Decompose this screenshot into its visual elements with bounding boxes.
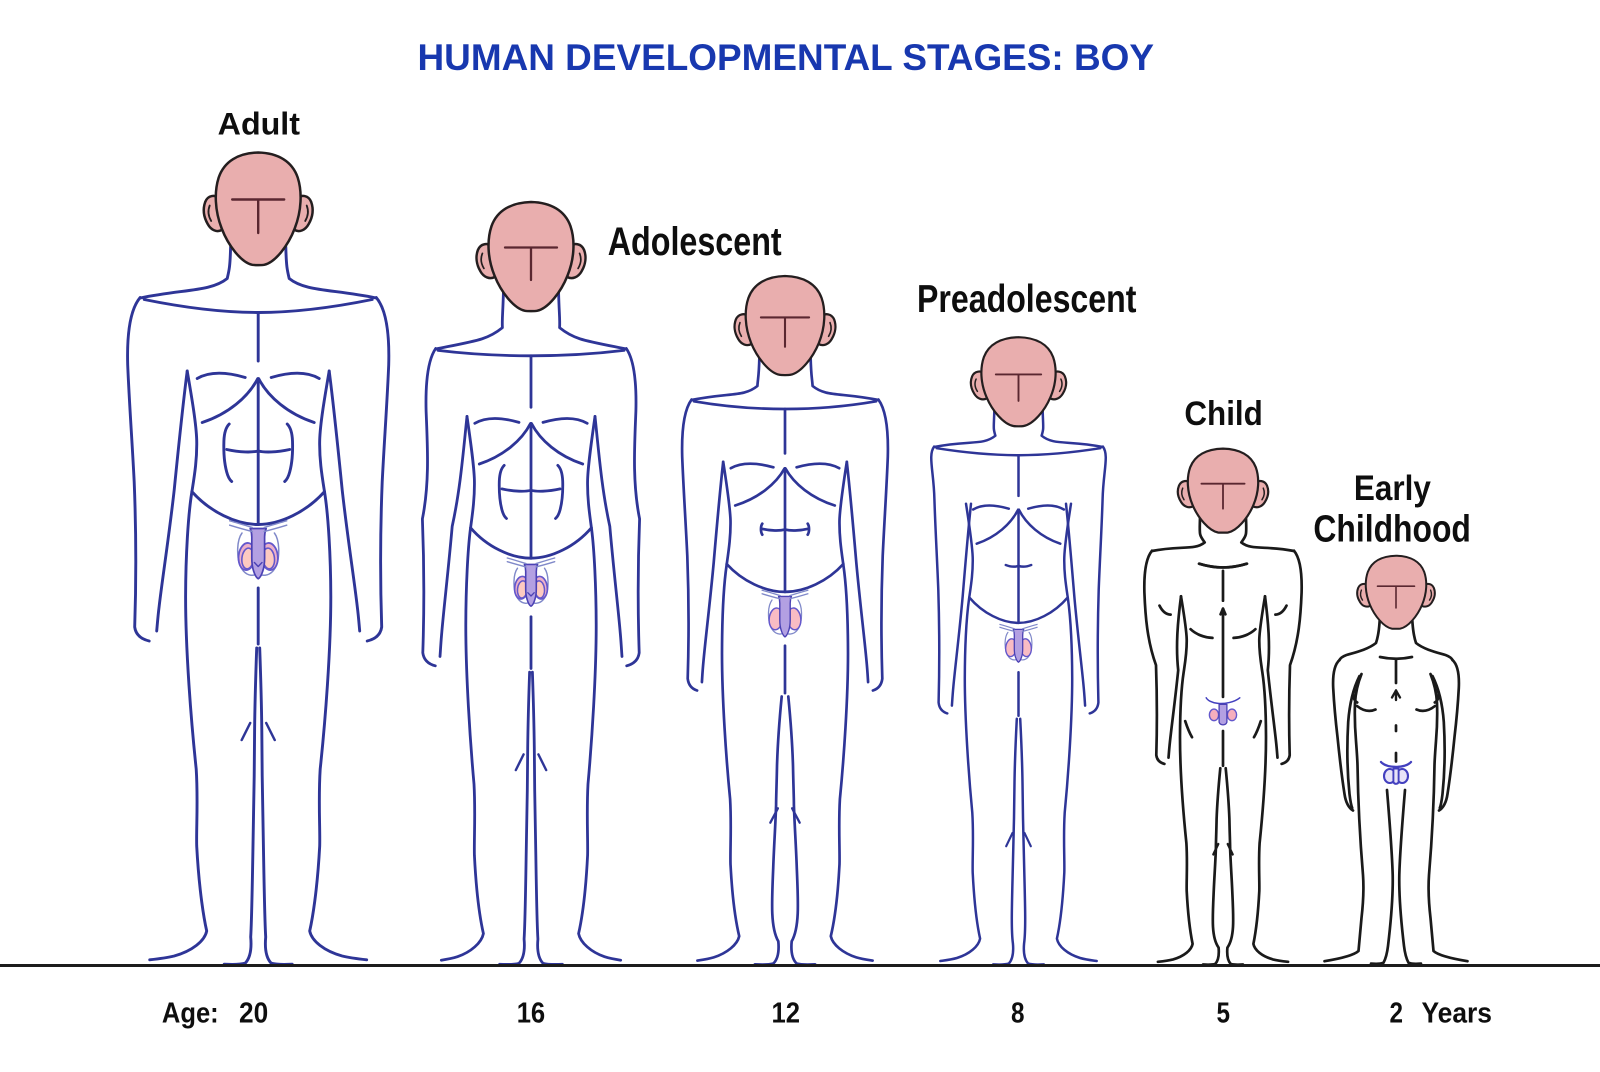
svg-text:20: 20 bbox=[239, 997, 268, 1029]
svg-text:Adolescent: Adolescent bbox=[608, 220, 782, 264]
svg-text:Preadolescent: Preadolescent bbox=[917, 278, 1136, 321]
svg-text:Childhood: Childhood bbox=[1313, 508, 1471, 550]
svg-text:16: 16 bbox=[517, 997, 546, 1029]
svg-text:HUMAN DEVELOPMENTAL STAGES: BO: HUMAN DEVELOPMENTAL STAGES: BOY bbox=[418, 37, 1155, 78]
svg-text:Child: Child bbox=[1184, 395, 1262, 433]
svg-text:Years: Years bbox=[1422, 997, 1493, 1029]
svg-text:Early: Early bbox=[1354, 469, 1431, 508]
svg-text:5: 5 bbox=[1217, 997, 1231, 1029]
svg-text:2: 2 bbox=[1390, 997, 1404, 1029]
svg-text:Adult: Adult bbox=[218, 106, 301, 142]
svg-text:Age:: Age: bbox=[162, 997, 219, 1029]
svg-text:8: 8 bbox=[1011, 997, 1025, 1029]
svg-text:12: 12 bbox=[772, 997, 801, 1029]
